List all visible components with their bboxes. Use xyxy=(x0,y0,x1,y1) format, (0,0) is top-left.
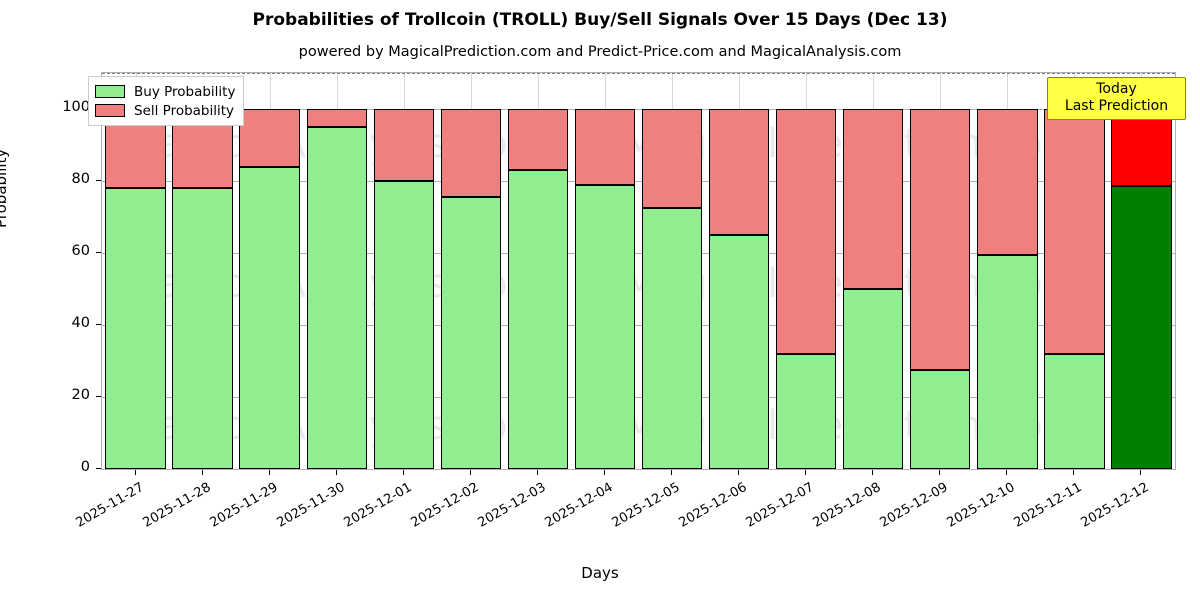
bar-group[interactable] xyxy=(910,73,971,469)
y-tick-label: 0 xyxy=(80,459,90,475)
bar-group[interactable] xyxy=(440,73,501,469)
bar-group[interactable] xyxy=(574,73,636,469)
bar-segment-sell[interactable] xyxy=(708,109,770,235)
x-tick-mark xyxy=(469,470,471,475)
y-tick-label: 60 xyxy=(71,243,90,259)
today-annotation-line2: Last Prediction xyxy=(1064,98,1169,115)
x-tick-mark xyxy=(134,470,136,475)
bar-group[interactable] xyxy=(507,73,569,469)
bar-segment-sell[interactable] xyxy=(1044,109,1105,354)
gridline xyxy=(102,325,1175,326)
x-tick-mark xyxy=(872,470,874,475)
gridline xyxy=(102,253,1175,254)
bar-segment-sell[interactable] xyxy=(641,109,703,208)
bar-group[interactable] xyxy=(172,73,233,469)
bar-segment-buy[interactable] xyxy=(440,197,501,469)
bar-group[interactable] xyxy=(1111,73,1172,469)
today-annotation-line1: Today xyxy=(1096,81,1137,97)
plot-area: MagicalAnalysis.comMagicalPrediction.com… xyxy=(101,72,1176,470)
gridline xyxy=(102,397,1175,398)
x-tick-mark xyxy=(402,470,404,475)
x-tick-mark xyxy=(805,470,807,475)
y-tick-label: 20 xyxy=(71,387,90,403)
y-tick-label: 80 xyxy=(71,171,90,187)
y-tick-mark xyxy=(96,468,101,469)
bar-segment-buy[interactable] xyxy=(977,254,1038,469)
bar-group[interactable] xyxy=(105,73,166,469)
bar-segment-buy[interactable] xyxy=(910,370,971,469)
bar-group[interactable] xyxy=(373,73,434,469)
x-tick-mark xyxy=(1006,470,1008,475)
x-tick-mark xyxy=(268,470,270,475)
x-tick-mark xyxy=(671,470,673,475)
legend-item-sell[interactable]: Sell Probability xyxy=(95,101,235,120)
bar-group[interactable] xyxy=(775,73,837,469)
x-tick-mark xyxy=(603,470,605,475)
page-title: Probabilities of Trollcoin (TROLL) Buy/S… xyxy=(252,10,948,30)
bar-group[interactable] xyxy=(641,73,703,469)
x-tick-mark xyxy=(939,470,941,475)
bar-segment-sell[interactable] xyxy=(574,109,636,185)
x-tick-mark xyxy=(738,470,740,475)
x-axis-label: Days xyxy=(581,564,619,582)
threshold-dashed-line xyxy=(102,73,1175,74)
bar-segment-buy[interactable] xyxy=(574,184,636,469)
y-tick-label: 100 xyxy=(62,99,90,115)
legend-label-sell: Sell Probability xyxy=(134,102,235,119)
y-tick-mark xyxy=(96,180,101,181)
bar-segment-buy[interactable] xyxy=(843,289,904,469)
gridline xyxy=(102,181,1175,182)
bar-segment-buy[interactable] xyxy=(239,166,300,469)
bar-group[interactable] xyxy=(977,73,1038,469)
bar-segment-sell[interactable] xyxy=(239,109,300,167)
bar-group[interactable] xyxy=(306,73,367,469)
bar-segment-sell[interactable] xyxy=(843,109,904,289)
bar-group[interactable] xyxy=(708,73,770,469)
bar-segment-sell[interactable] xyxy=(440,109,501,198)
gridline xyxy=(102,109,1175,110)
x-tick-mark xyxy=(536,470,538,475)
x-tick-mark xyxy=(1073,470,1075,475)
y-tick-mark xyxy=(96,396,101,397)
bar-segment-buy[interactable] xyxy=(172,188,233,469)
y-tick-label: 40 xyxy=(71,315,90,331)
bar-segment-sell[interactable] xyxy=(306,109,367,127)
y-axis-label: Probability xyxy=(0,148,10,228)
bar-segment-sell[interactable] xyxy=(1111,109,1172,187)
bar-segment-buy[interactable] xyxy=(775,353,837,469)
bar-segment-sell[interactable] xyxy=(977,109,1038,255)
bar-segment-sell[interactable] xyxy=(507,109,569,171)
bar-segment-buy[interactable] xyxy=(1044,353,1105,469)
bar-segment-buy[interactable] xyxy=(105,188,166,469)
bar-segment-buy[interactable] xyxy=(507,170,569,469)
bar-segment-buy[interactable] xyxy=(306,127,367,469)
x-tick-mark xyxy=(335,470,337,475)
x-tick-mark xyxy=(201,470,203,475)
legend-label-buy: Buy Probability xyxy=(134,83,236,100)
legend-swatch-sell-icon xyxy=(95,104,125,117)
bar-segment-buy[interactable] xyxy=(708,235,770,469)
bar-segment-buy[interactable] xyxy=(641,208,703,469)
bar-segment-buy[interactable] xyxy=(1111,186,1172,469)
x-tick-mark xyxy=(1140,470,1142,475)
bar-group[interactable] xyxy=(1044,73,1105,469)
bar-segment-sell[interactable] xyxy=(775,109,837,354)
bar-segment-sell[interactable] xyxy=(373,109,434,181)
today-annotation: Today Last Prediction xyxy=(1047,77,1186,121)
legend-item-buy[interactable]: Buy Probability xyxy=(95,82,235,101)
bar-segment-buy[interactable] xyxy=(373,181,434,469)
chart-legend[interactable]: Buy Probability Sell Probability xyxy=(88,76,245,126)
y-tick-mark xyxy=(96,252,101,253)
bar-group[interactable] xyxy=(843,73,904,469)
y-tick-mark xyxy=(96,324,101,325)
legend-swatch-buy-icon xyxy=(95,85,125,98)
bar-group[interactable] xyxy=(239,73,300,469)
chart-subtitle: powered by MagicalPrediction.com and Pre… xyxy=(298,44,902,60)
bar-segment-sell[interactable] xyxy=(910,109,971,370)
